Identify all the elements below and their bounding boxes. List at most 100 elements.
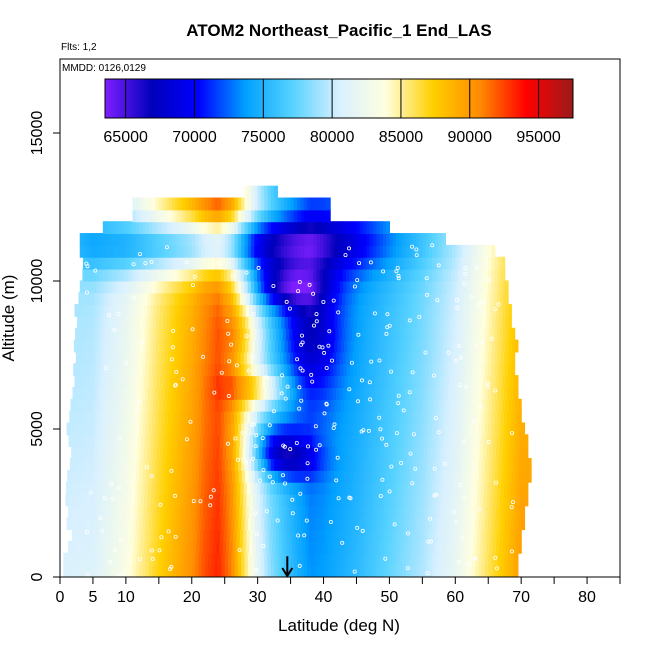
heatmap-cell	[290, 552, 295, 566]
observation-point	[442, 461, 447, 466]
observation-point	[102, 496, 107, 501]
heatmap-cell	[287, 422, 292, 436]
heatmap-cell	[502, 505, 507, 519]
heatmap-cell	[206, 375, 211, 388]
heatmap-cell	[317, 469, 322, 483]
heatmap-cell	[187, 327, 192, 341]
heatmap-cell	[512, 375, 517, 388]
heatmap-cell	[127, 505, 132, 519]
heatmap-cell	[185, 315, 190, 329]
heatmap-cell	[453, 375, 458, 388]
heatmap-cell	[359, 517, 364, 531]
heatmap-cell	[109, 244, 114, 258]
y-tick-label: 0	[29, 572, 46, 581]
heatmap-cell	[448, 351, 452, 365]
heatmap-cell	[164, 493, 168, 507]
heatmap-cell	[208, 197, 213, 211]
heatmap-cell	[156, 315, 161, 329]
observation-point	[463, 271, 468, 276]
heatmap-cell	[114, 375, 118, 388]
heatmap-cell	[318, 434, 323, 448]
heatmap-cell	[175, 458, 180, 471]
heatmap-cell	[455, 256, 460, 270]
heatmap-cell	[84, 375, 89, 388]
heatmap-cell	[172, 221, 176, 235]
heatmap-cell	[96, 244, 101, 258]
heatmap-cell	[148, 221, 153, 235]
heatmap-cell	[377, 446, 382, 459]
heatmap-cell	[480, 529, 485, 542]
heatmap-cell	[417, 327, 422, 341]
heatmap-cell	[230, 410, 235, 424]
heatmap-cell	[316, 363, 321, 377]
heatmap-cell	[185, 233, 190, 246]
heatmap-cell	[309, 268, 314, 282]
heatmap-cell	[289, 434, 294, 448]
heatmap-cell	[396, 256, 400, 270]
heatmap-cell	[150, 434, 155, 448]
heatmap-cell	[91, 327, 96, 341]
heatmap-cell	[85, 268, 90, 282]
heatmap-cell	[191, 233, 196, 246]
heatmap-cell	[94, 493, 99, 507]
heatmap-cell	[318, 375, 323, 388]
heatmap-cell	[162, 209, 167, 223]
heatmap-cell	[447, 292, 452, 306]
heatmap-cell	[422, 517, 427, 531]
heatmap-cell	[301, 505, 306, 519]
heatmap-cell	[448, 552, 453, 566]
heatmap-cell	[188, 280, 193, 294]
heatmap-cell	[322, 493, 327, 507]
heatmap-cell	[122, 564, 127, 577]
heatmap-cell	[495, 398, 500, 412]
heatmap-cell	[103, 469, 108, 483]
heatmap-cell	[198, 517, 203, 531]
heatmap-cell	[457, 493, 462, 507]
heatmap-cell	[331, 505, 336, 519]
heatmap-cell	[372, 517, 377, 531]
heatmap-cell	[425, 363, 430, 377]
heatmap-cell	[492, 339, 497, 353]
heatmap-cell	[482, 315, 487, 329]
heatmap-cell	[270, 185, 275, 199]
colorbar-tick-label: 75000	[241, 129, 286, 146]
heatmap-cell	[372, 422, 377, 436]
heatmap-cell	[388, 351, 393, 365]
heatmap-cell	[162, 280, 167, 294]
heatmap-cell	[260, 280, 265, 294]
heatmap-cell	[157, 529, 162, 542]
heatmap-cell	[208, 339, 213, 353]
heatmap-cell	[300, 209, 305, 223]
heatmap-cell	[69, 422, 74, 436]
heatmap-cell	[496, 434, 501, 448]
heatmap-cell	[293, 517, 298, 531]
heatmap-cell	[116, 564, 120, 577]
heatmap-cell	[165, 221, 170, 235]
heatmap-cell	[122, 517, 127, 531]
heatmap-cell	[405, 233, 410, 246]
heatmap-cell	[141, 481, 146, 495]
observation-point	[340, 540, 345, 545]
heatmap-cell	[86, 244, 91, 258]
heatmap-cell	[389, 233, 394, 246]
heatmap-cell	[326, 458, 331, 471]
heatmap-cell	[390, 315, 394, 329]
heatmap-cell	[305, 540, 309, 554]
heatmap-cell	[392, 233, 397, 246]
heatmap-cell	[268, 375, 273, 388]
heatmap-cell	[483, 529, 488, 542]
heatmap-cell	[338, 292, 343, 306]
heatmap-cell	[471, 422, 476, 436]
heatmap-cell	[185, 398, 190, 412]
heatmap-cell	[445, 552, 450, 566]
heatmap-cell	[208, 315, 213, 329]
heatmap-cell	[487, 386, 492, 400]
heatmap-cell	[399, 256, 404, 270]
heatmap-cell	[162, 244, 167, 258]
heatmap-cell	[419, 244, 423, 258]
heatmap-cell	[360, 398, 365, 412]
heatmap-cell	[361, 292, 366, 306]
heatmap-cell	[262, 304, 267, 317]
heatmap-cell	[255, 540, 260, 554]
heatmap-cell	[260, 185, 265, 199]
